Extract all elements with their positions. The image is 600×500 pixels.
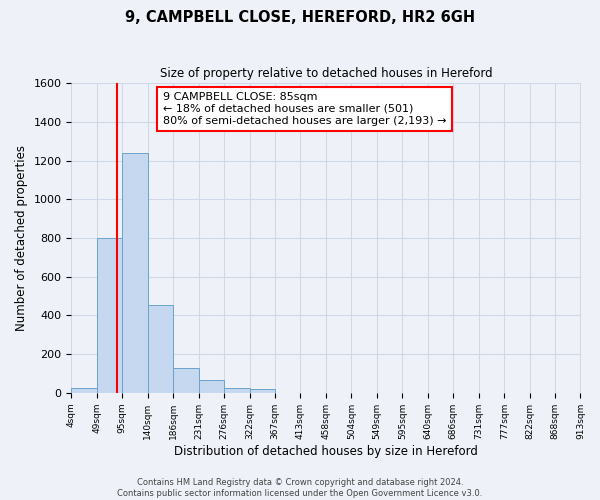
Text: 9, CAMPBELL CLOSE, HEREFORD, HR2 6GH: 9, CAMPBELL CLOSE, HEREFORD, HR2 6GH <box>125 10 475 25</box>
Bar <box>224 388 250 393</box>
Bar <box>199 380 224 393</box>
Text: 9 CAMPBELL CLOSE: 85sqm
← 18% of detached houses are smaller (501)
80% of semi-d: 9 CAMPBELL CLOSE: 85sqm ← 18% of detache… <box>163 92 446 126</box>
Bar <box>173 368 199 393</box>
Bar <box>148 305 173 393</box>
Text: Contains HM Land Registry data © Crown copyright and database right 2024.
Contai: Contains HM Land Registry data © Crown c… <box>118 478 482 498</box>
X-axis label: Distribution of detached houses by size in Hereford: Distribution of detached houses by size … <box>174 444 478 458</box>
Bar <box>250 389 275 393</box>
Bar <box>97 238 122 393</box>
Bar <box>122 153 148 393</box>
Y-axis label: Number of detached properties: Number of detached properties <box>15 145 28 331</box>
Bar <box>71 388 97 393</box>
Title: Size of property relative to detached houses in Hereford: Size of property relative to detached ho… <box>160 68 492 80</box>
